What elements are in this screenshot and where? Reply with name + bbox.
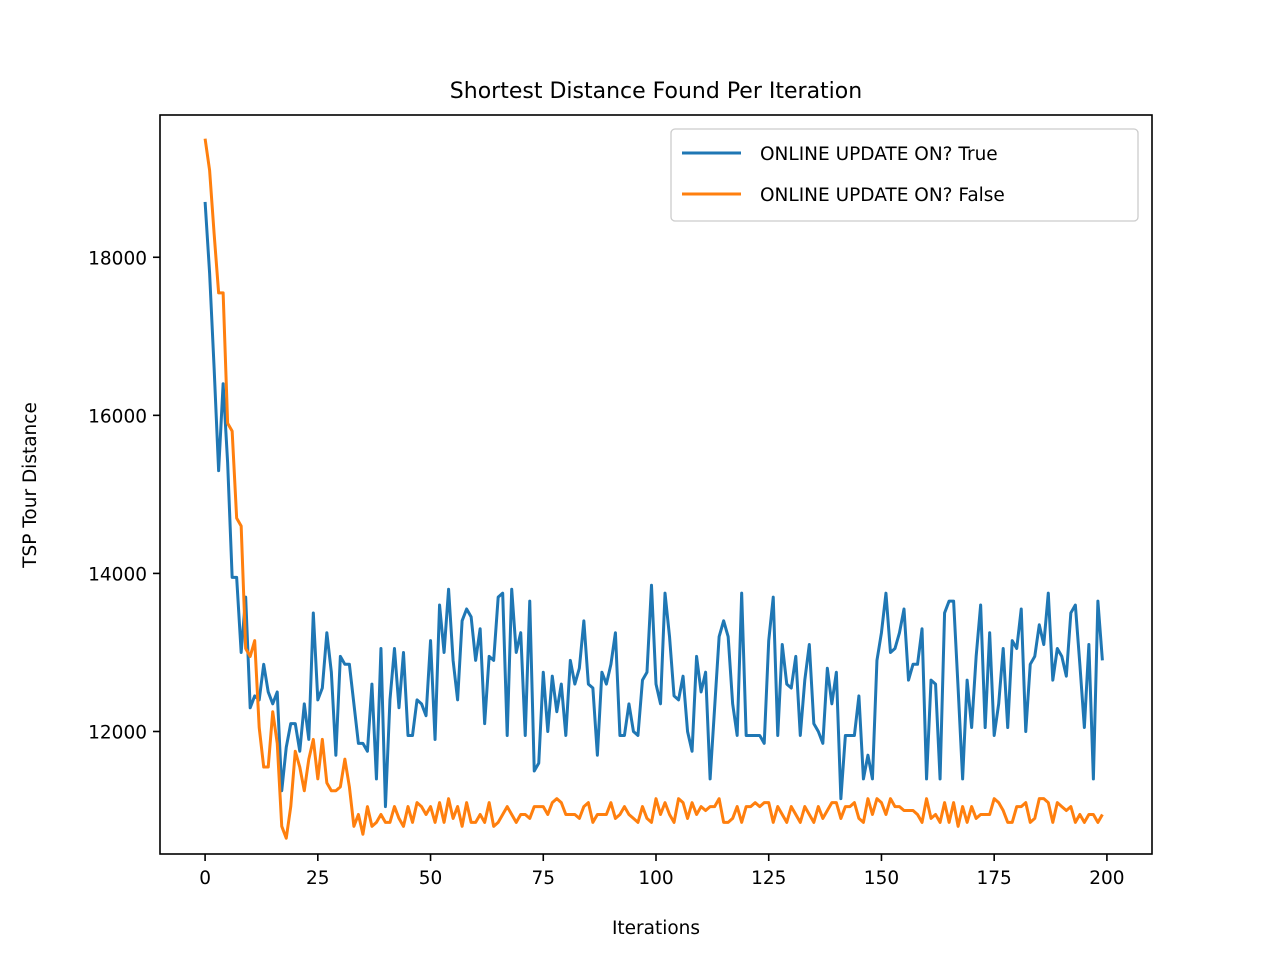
legend-label-1: ONLINE UPDATE ON? True bbox=[760, 144, 998, 165]
legend-box bbox=[670, 128, 1139, 222]
x-tick-label: 150 bbox=[864, 868, 899, 889]
x-tick-label: 175 bbox=[977, 868, 1012, 889]
series-line-2 bbox=[203, 138, 1104, 840]
x-tick-label: 100 bbox=[638, 868, 673, 889]
x-tick-label: 125 bbox=[751, 868, 786, 889]
chart-title: Shortest Distance Found Per Iteration bbox=[450, 79, 862, 104]
x-axis-label: Iterations bbox=[612, 918, 700, 939]
y-tick-label: 14000 bbox=[88, 564, 147, 585]
y-tick-label: 18000 bbox=[88, 248, 147, 269]
y-tick-label: 16000 bbox=[88, 406, 147, 427]
legend-label-2: ONLINE UPDATE ON? False bbox=[760, 185, 1005, 206]
y-tick-label: 12000 bbox=[88, 722, 147, 743]
x-tick-label: 0 bbox=[199, 868, 211, 889]
x-tick-label: 75 bbox=[531, 868, 555, 889]
series-line-1 bbox=[203, 201, 1104, 809]
series-layer bbox=[203, 138, 1104, 840]
x-tick-label: 200 bbox=[1089, 868, 1124, 889]
x-tick-label: 50 bbox=[419, 868, 443, 889]
axes-layer: 0 25 50 75 100 125 150 175 200 12000 14000 16000 180… bbox=[88, 114, 1153, 889]
x-tick-label: 25 bbox=[306, 868, 330, 889]
plot-frame bbox=[159, 114, 1153, 855]
y-axis-label: TSP Tour Distance bbox=[20, 402, 41, 569]
legend: ONLINE UPDATE ON? True ONLINE UPDATE ON? … bbox=[670, 128, 1139, 222]
